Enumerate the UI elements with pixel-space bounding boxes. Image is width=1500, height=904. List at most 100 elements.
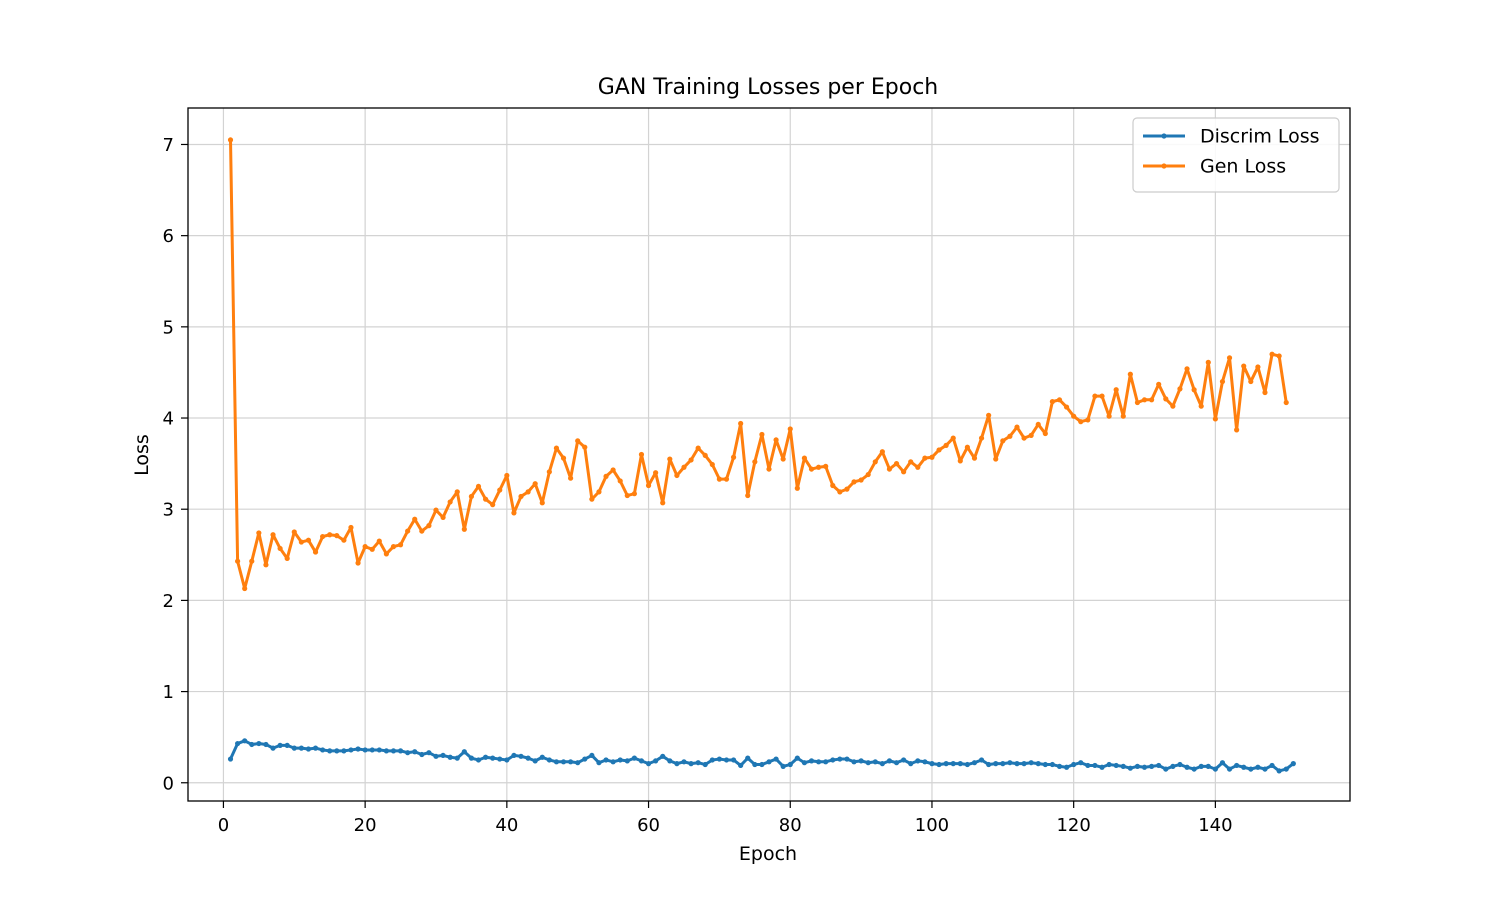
data-point-gen-loss (298, 539, 304, 545)
data-point-gen-loss (426, 523, 432, 529)
data-point-gen-loss (1085, 417, 1091, 423)
data-point-gen-loss (419, 528, 425, 534)
data-point-discrim-loss (575, 760, 581, 766)
data-point-discrim-loss (730, 757, 737, 763)
data-point-discrim-loss (582, 756, 588, 762)
data-point-discrim-loss (539, 754, 545, 760)
series-layer (227, 137, 1296, 774)
data-point-gen-loss (716, 476, 723, 482)
data-point-discrim-loss (568, 759, 574, 765)
data-point-gen-loss (1078, 419, 1084, 425)
data-point-discrim-loss (1255, 764, 1261, 770)
data-point-discrim-loss (844, 756, 850, 762)
data-point-gen-loss (263, 562, 269, 568)
y-tick-label: 1 (163, 682, 174, 703)
data-point-gen-loss (1014, 424, 1020, 430)
data-point-gen-loss (879, 449, 885, 455)
data-point-discrim-loss (1056, 763, 1063, 769)
data-point-discrim-loss (1156, 762, 1162, 769)
data-point-discrim-loss (1141, 764, 1148, 770)
data-point-discrim-loss (560, 759, 567, 765)
data-point-gen-loss (440, 514, 446, 521)
data-point-discrim-loss (943, 761, 949, 767)
data-point-discrim-loss (1021, 761, 1027, 767)
data-point-discrim-loss (716, 756, 723, 762)
data-point-discrim-loss (390, 748, 397, 754)
data-point-gen-loss (1163, 396, 1169, 402)
data-point-discrim-loss (475, 757, 482, 763)
data-point-gen-loss (723, 476, 730, 482)
data-point-discrim-loss (858, 758, 864, 764)
data-point-discrim-loss (971, 760, 978, 766)
data-point-discrim-loss (270, 745, 276, 751)
data-point-gen-loss (901, 469, 907, 475)
data-point-gen-loss (1049, 399, 1056, 405)
data-point-gen-loss (908, 459, 914, 465)
data-point-discrim-loss (454, 755, 460, 761)
data-point-discrim-loss (745, 755, 751, 761)
series-discrim-loss (227, 738, 1296, 774)
data-point-discrim-loss (298, 745, 304, 751)
data-point-gen-loss (865, 471, 871, 478)
data-point-gen-loss (851, 479, 857, 485)
data-point-discrim-loss (823, 759, 829, 765)
data-point-discrim-loss (1042, 761, 1048, 768)
data-point-discrim-loss (1106, 761, 1112, 768)
data-point-gen-loss (1255, 364, 1261, 370)
data-point-gen-loss (553, 445, 560, 451)
data-point-discrim-loss (638, 758, 645, 764)
data-point-gen-loss (291, 529, 297, 535)
data-point-discrim-loss (631, 755, 637, 761)
data-point-gen-loss (837, 489, 843, 495)
data-point-discrim-loss (1092, 762, 1098, 769)
data-point-gen-loss (482, 496, 489, 502)
chart-title: GAN Training Losses per Epoch (598, 75, 939, 100)
data-point-discrim-loss (1184, 764, 1190, 770)
data-point-gen-loss (1248, 378, 1254, 385)
data-point-gen-loss (1234, 427, 1240, 433)
data-point-discrim-loss (660, 753, 666, 759)
data-point-discrim-loss (1099, 764, 1105, 770)
y-tick-label: 0 (163, 773, 174, 794)
data-point-discrim-loss (348, 747, 354, 753)
legend-label-discrim-loss: Discrim Loss (1200, 126, 1320, 148)
data-point-discrim-loss (242, 738, 248, 744)
data-point-gen-loss (376, 538, 382, 544)
data-point-discrim-loss (1120, 763, 1126, 769)
data-point-discrim-loss (497, 756, 503, 762)
data-point-gen-loss (1141, 397, 1148, 403)
data-point-gen-loss (1063, 404, 1070, 410)
data-point-discrim-loss (291, 745, 297, 751)
data-point-discrim-loss (893, 760, 900, 766)
data-point-gen-loss (936, 447, 942, 453)
plot-frame (187, 107, 1351, 802)
data-point-gen-loss (305, 537, 312, 543)
data-point-discrim-loss (794, 755, 800, 761)
data-point-gen-loss (390, 544, 397, 550)
data-point-gen-loss (1099, 393, 1105, 399)
data-point-discrim-loss (376, 747, 382, 753)
data-point-discrim-loss (362, 747, 368, 753)
data-point-gen-loss (610, 467, 616, 473)
data-point-gen-loss (1156, 381, 1162, 387)
data-point-discrim-loss (851, 759, 857, 765)
data-point-discrim-loss (235, 740, 241, 747)
data-point-gen-loss (1056, 397, 1063, 403)
data-point-gen-loss (277, 545, 283, 552)
data-point-discrim-loss (1177, 761, 1183, 768)
data-point-discrim-loss (801, 760, 808, 766)
data-point-gen-loss (780, 456, 786, 462)
data-point-discrim-loss (1234, 762, 1240, 769)
data-point-discrim-loss (901, 757, 907, 763)
data-point-discrim-loss (752, 761, 758, 768)
data-point-discrim-loss (1071, 761, 1077, 768)
data-point-discrim-loss (511, 752, 517, 759)
data-point-discrim-loss (915, 758, 921, 764)
data-point-gen-loss (1205, 359, 1211, 365)
data-point-gen-loss (546, 469, 552, 475)
data-point-discrim-loss (518, 753, 524, 759)
data-point-discrim-loss (950, 761, 956, 767)
data-point-gen-loss (270, 532, 276, 538)
data-point-gen-loss (582, 444, 588, 450)
data-point-gen-loss (978, 435, 985, 441)
